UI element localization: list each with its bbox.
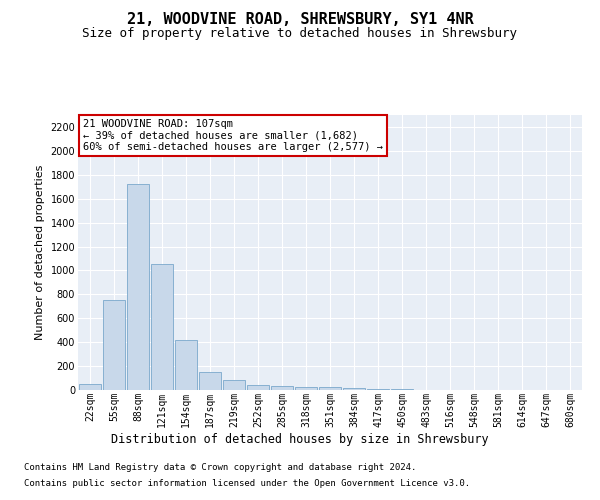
Text: 21 WOODVINE ROAD: 107sqm
← 39% of detached houses are smaller (1,682)
60% of sem: 21 WOODVINE ROAD: 107sqm ← 39% of detach…: [83, 119, 383, 152]
Bar: [271, 386, 293, 390]
Text: Distribution of detached houses by size in Shrewsbury: Distribution of detached houses by size …: [111, 432, 489, 446]
Bar: [103, 300, 125, 390]
Bar: [79, 384, 101, 390]
Bar: [175, 340, 197, 390]
Text: 21, WOODVINE ROAD, SHREWSBURY, SY1 4NR: 21, WOODVINE ROAD, SHREWSBURY, SY1 4NR: [127, 12, 473, 28]
Bar: [343, 388, 365, 390]
Bar: [295, 386, 317, 390]
Bar: [223, 380, 245, 390]
Bar: [319, 388, 341, 390]
Bar: [247, 384, 269, 390]
Text: Size of property relative to detached houses in Shrewsbury: Size of property relative to detached ho…: [83, 28, 517, 40]
Text: Contains HM Land Registry data © Crown copyright and database right 2024.: Contains HM Land Registry data © Crown c…: [24, 464, 416, 472]
Bar: [151, 264, 173, 390]
Text: Contains public sector information licensed under the Open Government Licence v3: Contains public sector information licen…: [24, 478, 470, 488]
Bar: [367, 389, 389, 390]
Bar: [127, 184, 149, 390]
Y-axis label: Number of detached properties: Number of detached properties: [35, 165, 45, 340]
Bar: [199, 372, 221, 390]
